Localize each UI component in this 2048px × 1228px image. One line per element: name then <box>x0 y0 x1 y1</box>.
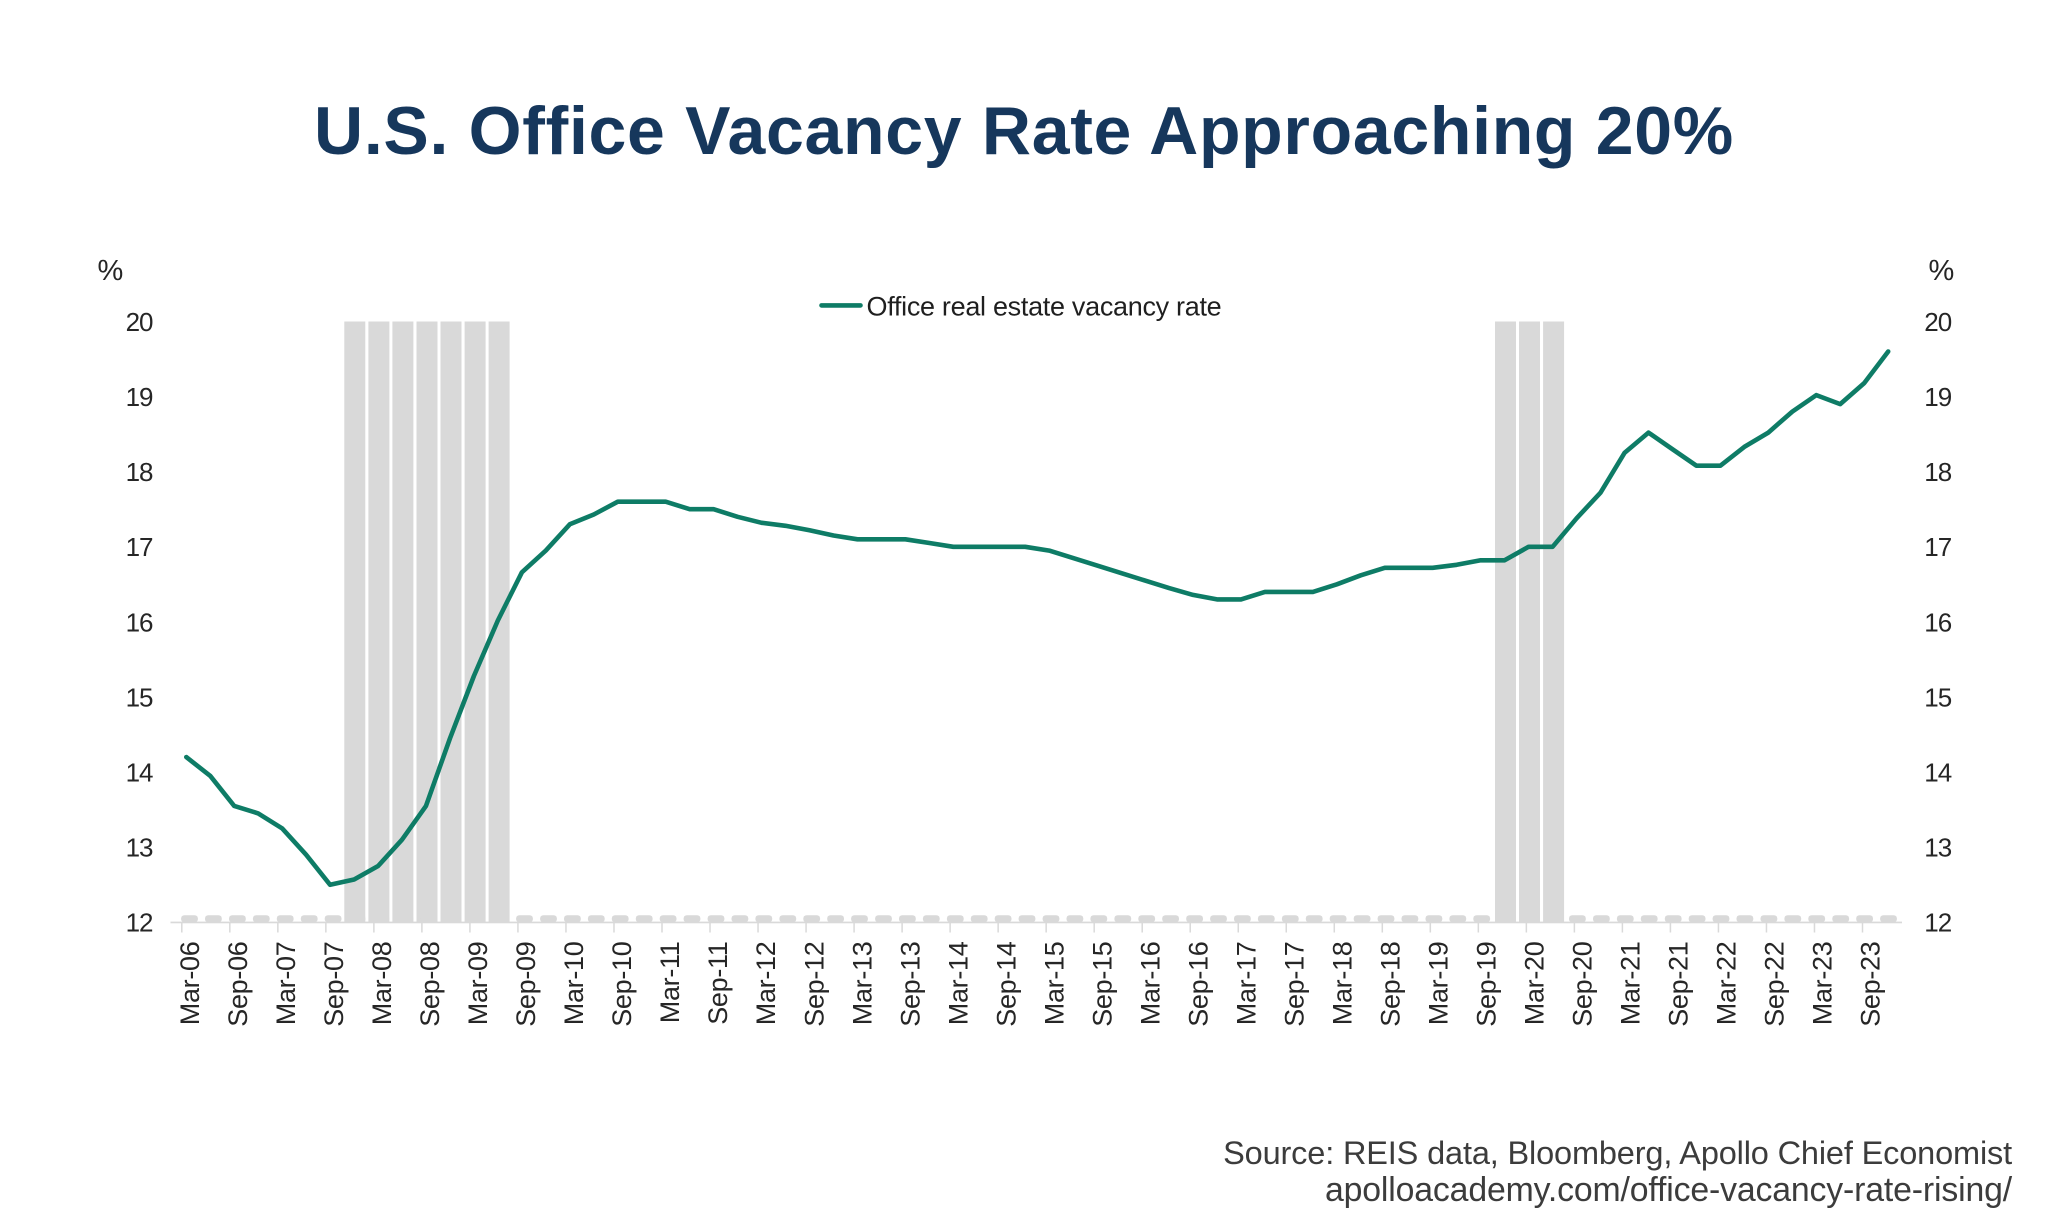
svg-text:19: 19 <box>126 382 153 412</box>
svg-text:12: 12 <box>126 908 153 938</box>
svg-text:Mar-12: Mar-12 <box>751 942 781 1026</box>
svg-text:Mar-15: Mar-15 <box>1039 942 1069 1026</box>
svg-text:Sep-07: Sep-07 <box>319 942 349 1027</box>
svg-text:Office real estate vacancy rat: Office real estate vacancy rate <box>867 291 1222 321</box>
svg-text:Sep-16: Sep-16 <box>1183 942 1213 1027</box>
svg-text:Sep-11: Sep-11 <box>703 942 733 1025</box>
svg-text:Mar-13: Mar-13 <box>847 942 877 1026</box>
svg-text:Mar-22: Mar-22 <box>1712 942 1742 1026</box>
svg-text:Mar-18: Mar-18 <box>1328 942 1358 1026</box>
svg-text:Sep-06: Sep-06 <box>223 942 253 1027</box>
svg-text:20: 20 <box>126 307 153 337</box>
svg-text:Sep-21: Sep-21 <box>1664 942 1694 1027</box>
svg-text:Sep-08: Sep-08 <box>415 942 445 1027</box>
svg-text:14: 14 <box>1924 758 1951 788</box>
svg-text:18: 18 <box>1924 457 1951 487</box>
svg-text:Sep-20: Sep-20 <box>1568 942 1598 1027</box>
svg-text:19: 19 <box>1924 382 1951 412</box>
svg-text:Sep-18: Sep-18 <box>1376 942 1406 1027</box>
svg-text:Mar-08: Mar-08 <box>367 942 397 1026</box>
svg-text:Sep-15: Sep-15 <box>1087 942 1117 1027</box>
svg-text:15: 15 <box>1924 682 1951 712</box>
svg-text:Mar-07: Mar-07 <box>271 942 301 1026</box>
svg-text:%: % <box>98 255 123 287</box>
svg-text:Mar-09: Mar-09 <box>463 942 493 1026</box>
svg-text:13: 13 <box>126 833 153 863</box>
svg-text:Mar-19: Mar-19 <box>1424 942 1454 1026</box>
svg-text:14: 14 <box>126 758 153 788</box>
svg-text:16: 16 <box>1924 607 1951 637</box>
svg-text:Sep-09: Sep-09 <box>511 942 541 1027</box>
svg-text:Sep-22: Sep-22 <box>1760 942 1790 1027</box>
svg-text:Sep-19: Sep-19 <box>1472 942 1502 1027</box>
svg-text:Sep-17: Sep-17 <box>1280 942 1310 1027</box>
svg-text:%: % <box>1929 255 1954 287</box>
svg-text:13: 13 <box>1924 833 1951 863</box>
svg-text:Sep-23: Sep-23 <box>1856 942 1886 1027</box>
svg-text:20: 20 <box>1924 307 1951 337</box>
svg-text:Mar-16: Mar-16 <box>1135 942 1165 1026</box>
svg-text:15: 15 <box>126 682 153 712</box>
svg-text:17: 17 <box>1924 532 1951 562</box>
svg-text:Mar-10: Mar-10 <box>559 942 589 1026</box>
svg-text:Mar-17: Mar-17 <box>1231 942 1261 1026</box>
svg-text:Sep-13: Sep-13 <box>895 942 925 1027</box>
svg-text:Mar-11: Mar-11 <box>655 942 685 1024</box>
svg-text:Sep-10: Sep-10 <box>607 942 637 1027</box>
svg-text:Mar-14: Mar-14 <box>943 941 973 1025</box>
svg-text:17: 17 <box>126 532 153 562</box>
svg-text:Mar-06: Mar-06 <box>175 942 205 1026</box>
svg-text:Sep-14: Sep-14 <box>991 941 1021 1027</box>
svg-text:16: 16 <box>126 607 153 637</box>
svg-text:18: 18 <box>126 457 153 487</box>
svg-text:Mar-20: Mar-20 <box>1520 942 1550 1026</box>
svg-text:Mar-23: Mar-23 <box>1808 942 1838 1026</box>
svg-text:12: 12 <box>1924 908 1951 938</box>
svg-text:Mar-21: Mar-21 <box>1616 942 1646 1026</box>
svg-text:Sep-12: Sep-12 <box>799 942 829 1027</box>
